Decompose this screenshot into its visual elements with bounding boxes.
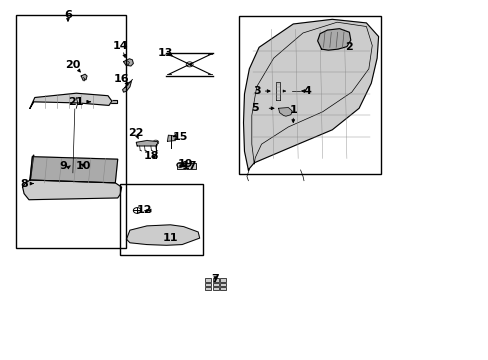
Text: 15: 15 — [172, 132, 187, 142]
Text: 5: 5 — [251, 103, 259, 113]
Text: 11: 11 — [163, 233, 178, 243]
Text: 3: 3 — [252, 86, 260, 96]
Bar — [205, 287, 211, 291]
Text: 6: 6 — [64, 10, 72, 20]
Polygon shape — [317, 29, 350, 50]
Text: 10: 10 — [76, 161, 91, 171]
Bar — [120, 184, 203, 255]
Text: 22: 22 — [128, 128, 143, 138]
Bar — [177, 163, 195, 168]
Bar — [220, 287, 225, 291]
Text: 8: 8 — [20, 179, 28, 189]
Text: 1: 1 — [289, 105, 297, 115]
Bar — [212, 283, 218, 286]
Bar — [212, 287, 218, 291]
Text: 20: 20 — [65, 60, 81, 70]
Text: 14: 14 — [112, 41, 128, 50]
Text: 7: 7 — [211, 274, 219, 284]
Polygon shape — [126, 225, 199, 245]
Polygon shape — [30, 93, 112, 108]
Polygon shape — [278, 108, 292, 116]
Bar — [16, 15, 126, 248]
Text: 9: 9 — [59, 161, 67, 171]
Text: 12: 12 — [137, 206, 152, 216]
Polygon shape — [167, 135, 176, 141]
Polygon shape — [122, 81, 131, 92]
Polygon shape — [92, 100, 117, 103]
Text: 17: 17 — [182, 161, 197, 171]
Polygon shape — [22, 180, 122, 200]
Text: 2: 2 — [345, 42, 352, 52]
Polygon shape — [243, 19, 378, 170]
Text: 18: 18 — [144, 150, 159, 161]
Bar — [220, 278, 225, 282]
Bar — [220, 283, 225, 286]
Polygon shape — [136, 140, 158, 146]
Polygon shape — [30, 157, 118, 183]
Polygon shape — [123, 59, 133, 66]
Bar — [238, 16, 380, 174]
Text: 16: 16 — [114, 74, 129, 84]
Bar — [205, 283, 211, 286]
Polygon shape — [30, 155, 34, 180]
Bar — [289, 83, 300, 99]
Bar — [205, 278, 211, 282]
Bar — [212, 278, 218, 282]
Text: 21: 21 — [68, 97, 84, 107]
Text: 13: 13 — [158, 48, 173, 58]
Text: 19: 19 — [177, 159, 192, 169]
Polygon shape — [81, 74, 87, 80]
Text: 4: 4 — [304, 86, 311, 96]
